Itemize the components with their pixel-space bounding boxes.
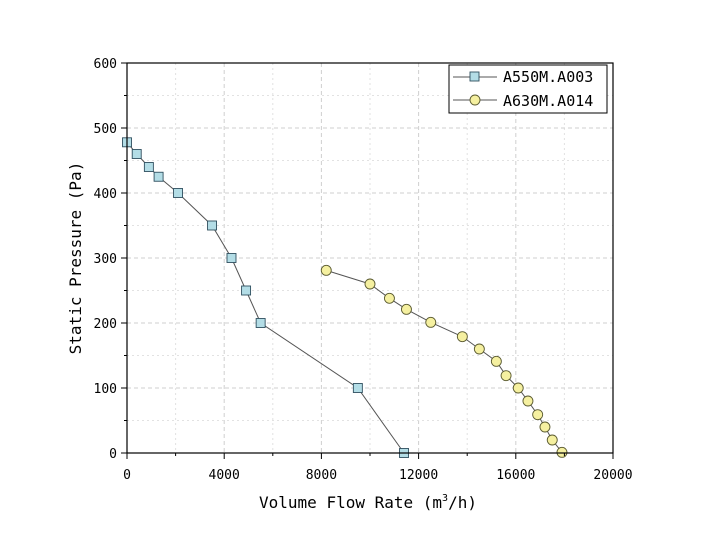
x-tick-label: 16000 xyxy=(496,468,535,483)
y-tick-label: 0 xyxy=(109,447,117,462)
x-axis-title: Volume Flow Rate (m3/h) xyxy=(259,493,477,512)
y-tick-label: 500 xyxy=(94,122,117,137)
data-point xyxy=(490,355,502,367)
data-point xyxy=(364,278,376,290)
legend-marker-a550m xyxy=(469,71,480,82)
y-tick-label: 100 xyxy=(94,382,117,397)
legend-marker-a630m xyxy=(469,94,481,106)
series-a630m-a014 xyxy=(320,264,568,458)
data-point xyxy=(500,370,512,382)
x-tick-label: 12000 xyxy=(399,468,438,483)
data-point xyxy=(255,318,266,328)
x-axis-title-unit: /h) xyxy=(448,493,477,512)
data-point xyxy=(556,446,568,458)
x-tick-label: 0 xyxy=(123,468,131,483)
legend: A550M.A003 A630M.A014 xyxy=(448,64,608,114)
x-axis-title-main: Volume Flow Rate (m xyxy=(259,493,442,512)
data-point xyxy=(512,382,524,394)
data-point xyxy=(226,253,237,263)
data-point xyxy=(352,383,363,393)
x-tick-label: 20000 xyxy=(593,468,632,483)
y-tick-label: 600 xyxy=(94,57,117,72)
data-point xyxy=(401,303,412,315)
data-point xyxy=(539,421,551,433)
data-point xyxy=(143,162,154,172)
data-point xyxy=(131,149,142,159)
data-point xyxy=(425,316,437,328)
data-point xyxy=(473,343,485,355)
data-point xyxy=(241,285,252,296)
data-point xyxy=(383,292,395,304)
x-tick-label: 8000 xyxy=(306,468,337,483)
y-axis-title: Static Pressure (Pa) xyxy=(66,162,85,355)
data-point xyxy=(153,171,164,182)
data-point xyxy=(456,331,468,343)
x-axis-title-superscript: 3 xyxy=(442,493,448,504)
data-point xyxy=(522,395,534,407)
data-point xyxy=(532,409,544,421)
axis-layer: 0 4000 8000 12000 16000 20000 0 100 200 300 400 500… xyxy=(94,57,633,483)
data-point xyxy=(173,188,183,198)
legend-label-a550m: A550M.A003 xyxy=(503,68,593,86)
y-tick-label: 400 xyxy=(94,187,117,202)
y-tick-label: 300 xyxy=(94,252,117,267)
legend-label-a630m: A630M.A014 xyxy=(503,92,593,110)
data-point xyxy=(207,220,218,231)
y-tick-label: 200 xyxy=(94,317,117,332)
x-tick-label: 4000 xyxy=(209,468,240,483)
data-point xyxy=(320,264,332,276)
data-point xyxy=(546,434,558,446)
